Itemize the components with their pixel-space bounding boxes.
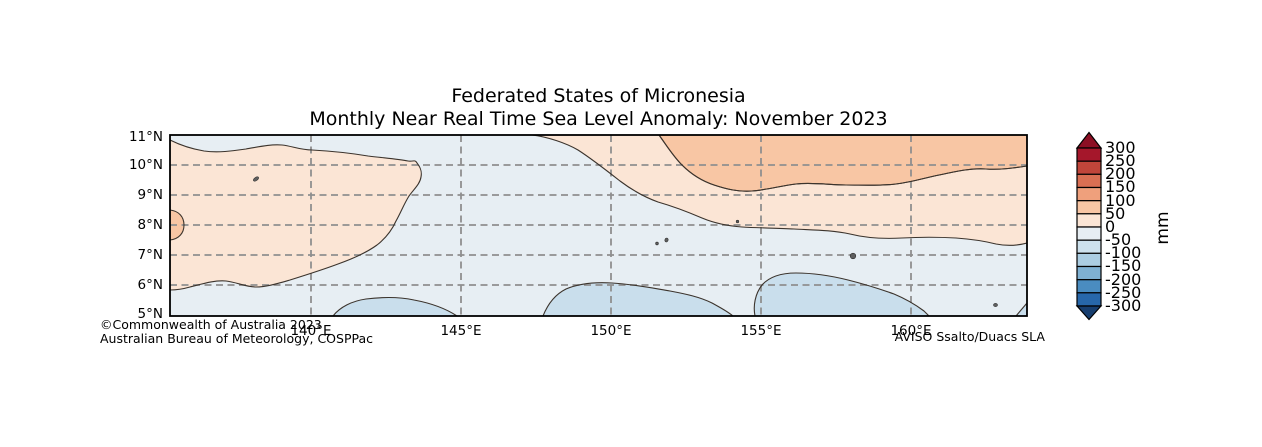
y-tick-label: 11°N xyxy=(128,129,163,145)
chart-subtitle: Monthly Near Real Time Sea Level Anomaly… xyxy=(309,108,888,130)
x-tick-label: 145°E xyxy=(440,323,482,339)
colorbar-segment xyxy=(1076,200,1102,215)
island-yap xyxy=(253,176,259,182)
colorbar-tick-label: 150 xyxy=(1105,177,1136,196)
colorbar-tick-label: -300 xyxy=(1105,296,1142,315)
colorbar-tick-label: -250 xyxy=(1105,283,1142,302)
island-chuuk-a xyxy=(655,241,659,246)
colorbar-tick-label: -200 xyxy=(1105,270,1142,289)
island-oroluk xyxy=(735,219,740,224)
y-tick-label: 8°N xyxy=(137,217,163,233)
colorbar-segment xyxy=(1076,186,1102,202)
island-markers xyxy=(253,176,998,307)
colorbar-tick-label: 50 xyxy=(1105,204,1126,223)
colorbar-segment xyxy=(1076,239,1102,254)
chart-title: Federated States of Micronesia xyxy=(451,85,746,107)
colorbar-unit-label: mm xyxy=(1153,211,1173,245)
colorbar-segment xyxy=(1076,226,1102,241)
agency-line: Australian Bureau of Meteorology, COSPPa… xyxy=(100,331,373,346)
colorbar-arrow-under xyxy=(1075,305,1103,321)
island-pohnpei xyxy=(849,252,857,260)
colorbar-tick-label: 200 xyxy=(1105,164,1136,183)
colorbar-arrow-over xyxy=(1075,131,1103,149)
y-tick-label: 10°N xyxy=(128,157,163,173)
colorbar-segment xyxy=(1076,147,1102,162)
colorbar-segment xyxy=(1076,160,1102,175)
colorbar-tick-label: 0 xyxy=(1105,217,1116,236)
x-tick-label: 150°E xyxy=(590,323,632,339)
colorbar-segment xyxy=(1076,213,1102,228)
colorbar-tick-label: 100 xyxy=(1105,191,1136,210)
colorbar-segment xyxy=(1076,265,1102,281)
colorbar-tick-label: -150 xyxy=(1105,256,1142,275)
colorbar-segment xyxy=(1076,252,1102,268)
y-tick-label: 7°N xyxy=(137,247,163,263)
colorbar-tick-label: -50 xyxy=(1105,230,1132,249)
island-chuuk-b xyxy=(664,237,669,243)
colorbar-tick-label: -100 xyxy=(1105,243,1142,262)
colorbar xyxy=(1075,131,1103,321)
x-tick-label: 140°E xyxy=(290,323,332,339)
x-tick-label: 155°E xyxy=(740,323,782,339)
colorbar-segment xyxy=(1076,279,1102,294)
copyright-line: ©Commonwealth of Australia 2023 xyxy=(100,317,322,332)
colorbar-tick-label: 250 xyxy=(1105,151,1136,170)
map-plot-area xyxy=(170,135,1027,316)
x-tick-label: 160°E xyxy=(890,323,932,339)
colorbar-segment xyxy=(1076,292,1102,307)
y-tick-label: 6°N xyxy=(137,277,163,293)
map-frame xyxy=(169,134,1028,317)
y-tick-label: 5°N xyxy=(137,306,163,322)
colorbar-tick-label: 300 xyxy=(1105,138,1136,157)
title-block: Federated States of Micronesia Monthly N… xyxy=(170,85,1027,131)
colorbar-segment xyxy=(1076,173,1102,189)
island-kosrae xyxy=(993,303,998,307)
y-tick-label: 9°N xyxy=(137,187,163,203)
data-source-label: AVISO Ssalto/Duacs SLA xyxy=(894,329,1045,344)
